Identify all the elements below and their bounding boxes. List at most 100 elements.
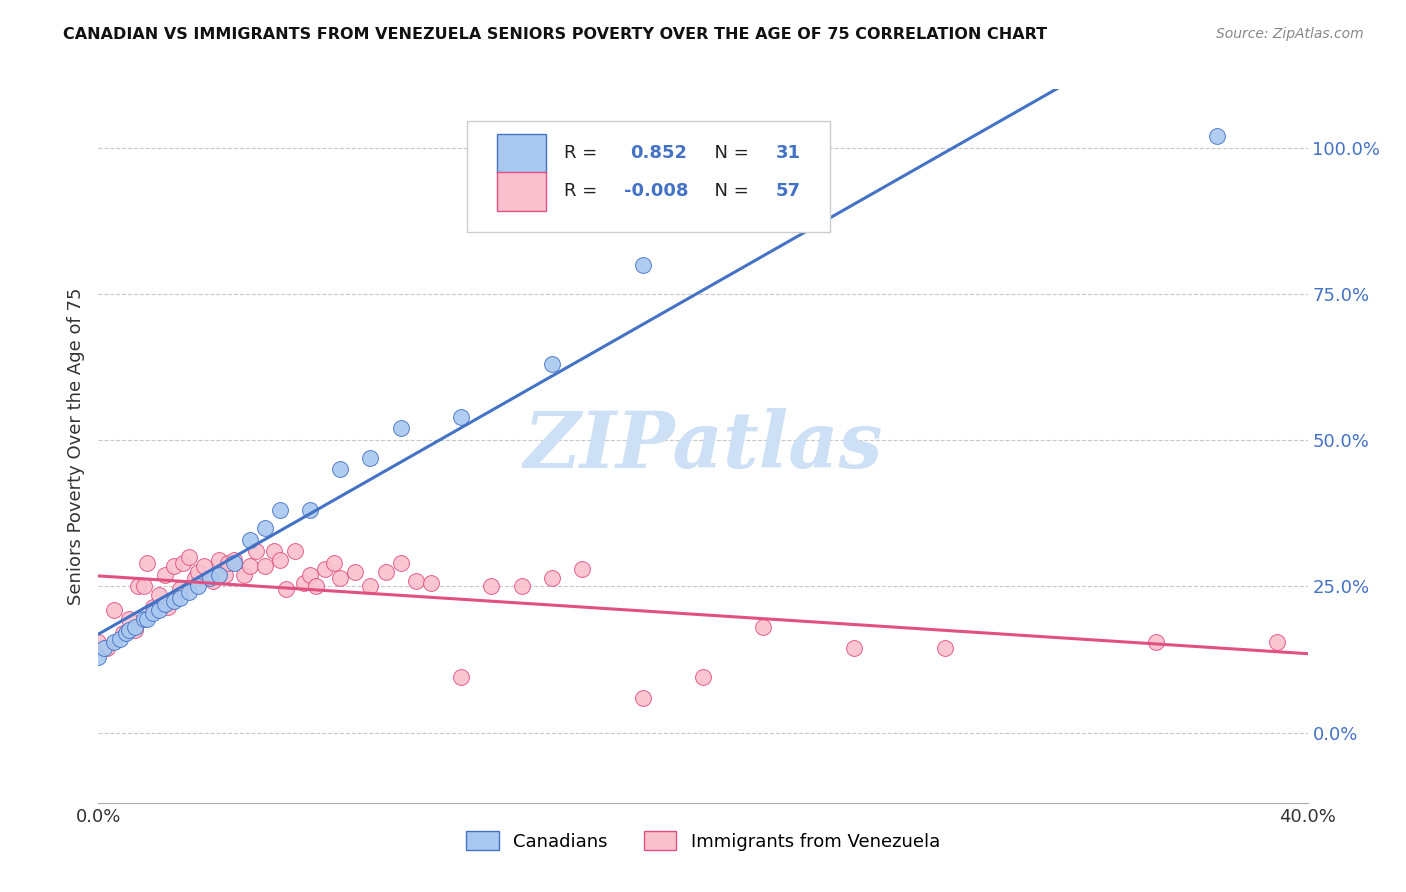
- Point: [374, 565, 396, 579]
- Point: [752, 620, 775, 634]
- Point: [208, 553, 231, 567]
- FancyBboxPatch shape: [467, 121, 830, 232]
- Text: 0.852: 0.852: [630, 145, 688, 162]
- Point: [1267, 635, 1289, 649]
- Point: [540, 571, 562, 585]
- Point: [329, 571, 352, 585]
- Point: [329, 462, 352, 476]
- Point: [405, 574, 427, 588]
- Point: [87, 635, 110, 649]
- Point: [172, 556, 194, 570]
- Point: [114, 626, 136, 640]
- Point: [118, 611, 141, 625]
- Point: [631, 690, 654, 705]
- Point: [103, 635, 125, 649]
- Point: [360, 579, 382, 593]
- Point: [111, 626, 134, 640]
- Point: [96, 640, 118, 655]
- Point: [571, 562, 593, 576]
- Text: R =: R =: [564, 145, 609, 162]
- Point: [187, 565, 209, 579]
- Point: [208, 567, 231, 582]
- Point: [193, 558, 215, 573]
- Point: [269, 503, 291, 517]
- Point: [253, 521, 276, 535]
- Point: [148, 588, 170, 602]
- FancyBboxPatch shape: [498, 134, 546, 173]
- Point: [245, 544, 267, 558]
- Point: [200, 571, 222, 585]
- Point: [389, 421, 412, 435]
- Point: [274, 582, 297, 597]
- Point: [450, 409, 472, 424]
- Point: [184, 571, 207, 585]
- Point: [132, 611, 155, 625]
- Point: [217, 556, 239, 570]
- Point: [148, 603, 170, 617]
- Text: R =: R =: [564, 182, 603, 200]
- Point: [481, 579, 503, 593]
- Point: [169, 582, 191, 597]
- Point: [135, 556, 157, 570]
- Point: [108, 632, 131, 646]
- Point: [153, 597, 176, 611]
- Point: [169, 591, 191, 605]
- Point: [510, 579, 533, 593]
- Point: [360, 450, 382, 465]
- Point: [540, 357, 562, 371]
- Point: [1206, 128, 1229, 143]
- Legend: Canadians, Immigrants from Venezuela: Canadians, Immigrants from Venezuela: [458, 824, 948, 858]
- Point: [420, 576, 443, 591]
- FancyBboxPatch shape: [498, 171, 546, 211]
- Point: [87, 649, 110, 664]
- Point: [132, 579, 155, 593]
- Point: [224, 556, 246, 570]
- Point: [124, 620, 146, 634]
- Text: Source: ZipAtlas.com: Source: ZipAtlas.com: [1216, 27, 1364, 41]
- Point: [142, 606, 165, 620]
- Point: [692, 670, 714, 684]
- Point: [179, 585, 201, 599]
- Text: 31: 31: [776, 145, 800, 162]
- Text: N =: N =: [703, 145, 761, 162]
- Point: [1144, 635, 1167, 649]
- Point: [214, 567, 236, 582]
- Text: 57: 57: [776, 182, 800, 200]
- Y-axis label: Seniors Poverty Over the Age of 75: Seniors Poverty Over the Age of 75: [66, 287, 84, 605]
- Point: [153, 567, 176, 582]
- Point: [344, 565, 367, 579]
- Point: [269, 553, 291, 567]
- Point: [163, 594, 186, 608]
- Point: [253, 558, 276, 573]
- Point: [314, 562, 336, 576]
- Point: [142, 599, 165, 614]
- Text: CANADIAN VS IMMIGRANTS FROM VENEZUELA SENIORS POVERTY OVER THE AGE OF 75 CORRELA: CANADIAN VS IMMIGRANTS FROM VENEZUELA SE…: [63, 27, 1047, 42]
- Point: [263, 544, 285, 558]
- Point: [124, 624, 146, 638]
- Point: [239, 533, 262, 547]
- Point: [163, 558, 186, 573]
- Point: [323, 556, 346, 570]
- Point: [93, 640, 115, 655]
- Point: [135, 611, 157, 625]
- Point: [389, 556, 412, 570]
- Point: [299, 567, 322, 582]
- Point: [224, 553, 246, 567]
- Point: [631, 258, 654, 272]
- Point: [284, 544, 307, 558]
- Point: [305, 579, 328, 593]
- Point: [292, 576, 315, 591]
- Point: [187, 579, 209, 593]
- Point: [118, 624, 141, 638]
- Point: [127, 579, 149, 593]
- Point: [844, 640, 866, 655]
- Point: [934, 640, 956, 655]
- Text: N =: N =: [703, 182, 761, 200]
- Point: [239, 558, 262, 573]
- Point: [692, 128, 714, 143]
- Point: [232, 567, 254, 582]
- Point: [202, 574, 225, 588]
- Point: [450, 670, 472, 684]
- Point: [156, 599, 179, 614]
- Point: [103, 603, 125, 617]
